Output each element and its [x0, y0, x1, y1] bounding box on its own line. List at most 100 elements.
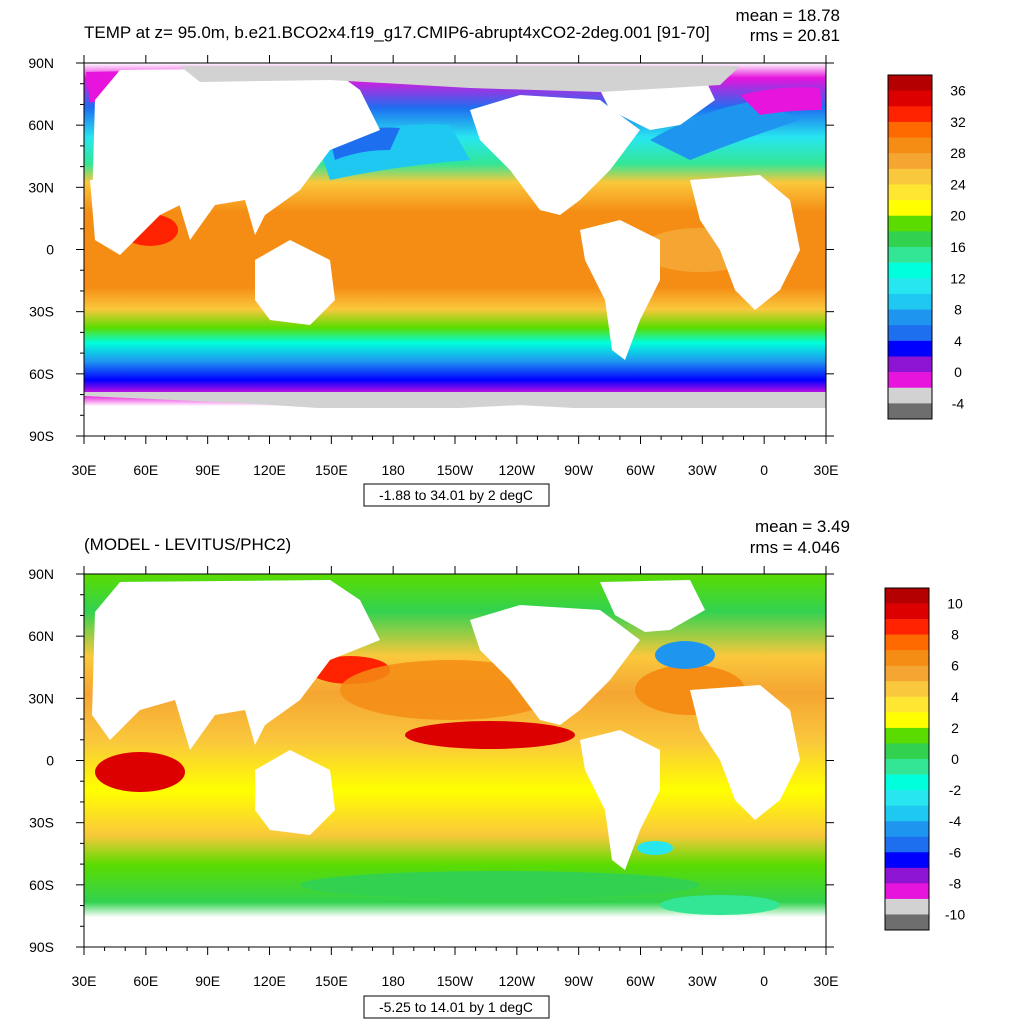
colorbar-swatch	[885, 603, 929, 620]
colorbar-label: -2	[949, 782, 962, 798]
panel-2-map	[83, 573, 827, 948]
colorbar-swatch	[888, 184, 932, 201]
panel-2-indian-ocean-hot	[95, 752, 185, 792]
lon-label: 90E	[195, 462, 220, 478]
lon-label: 30E	[72, 462, 97, 478]
colorbar-swatch	[885, 727, 929, 744]
colorbar-swatch	[888, 293, 932, 310]
panel-2-mean: mean = 3.49	[755, 517, 850, 536]
colorbar-swatch	[888, 340, 932, 357]
panel-1-lon-axis: 30E 60E 90E 120E 150E 180 150W 120W 90W 60W 30W 0 30…	[72, 55, 839, 478]
panel-2-antarctica	[84, 918, 826, 947]
colorbar-swatch	[885, 898, 929, 915]
colorbar-frame	[884, 587, 930, 931]
lon-label: 180	[381, 973, 405, 989]
lon-label: 30E	[72, 973, 97, 989]
colorbar-label: 2	[951, 720, 959, 736]
lon-label: 90E	[195, 973, 220, 989]
panel-2-colorbar: 10 8 6 4 2 0 -2 -4 -6 -8 -10	[884, 587, 965, 931]
colorbar-swatch	[888, 106, 932, 123]
panel-1-title: TEMP at z= 95.0m, b.e21.BCO2x4.f19_g17.C…	[84, 23, 710, 42]
lat-label: 30S	[29, 815, 54, 831]
lat-label: 60N	[28, 628, 54, 644]
colorbar-swatch	[888, 90, 932, 107]
panel-2-land-eurasia	[92, 580, 380, 750]
colorbar-label: 8	[951, 627, 959, 643]
colorbar-label: 0	[951, 751, 959, 767]
colorbar-label: -6	[949, 844, 962, 860]
colorbar-swatch	[885, 634, 929, 651]
colorbar-swatch	[885, 774, 929, 791]
lat-label: 60S	[29, 366, 54, 382]
lon-label: 60E	[133, 462, 158, 478]
colorbar-swatch	[888, 168, 932, 185]
colorbar-label: -4	[952, 395, 965, 411]
lon-label: 30E	[814, 973, 839, 989]
lon-label: 150W	[437, 462, 474, 478]
colorbar-swatch	[885, 681, 929, 698]
panel-1-pacific-warm-pool	[310, 241, 630, 289]
panel-2-land-africa	[690, 685, 800, 820]
lat-label: 90N	[28, 566, 54, 582]
lon-label: 60W	[626, 462, 656, 478]
lon-label: 60E	[133, 973, 158, 989]
panel-1-info-box	[363, 483, 550, 507]
colorbar-label: -8	[949, 875, 962, 891]
lat-label: 0	[46, 242, 54, 258]
colorbar-swatch	[885, 712, 929, 729]
lon-label: 0	[760, 973, 768, 989]
panel-2-title: (MODEL - LEVITUS/PHC2)	[84, 535, 291, 554]
panel-1-mean: mean = 18.78	[736, 6, 840, 25]
panel-1-rms: rms = 20.81	[750, 26, 840, 45]
colorbar-swatch	[888, 278, 932, 295]
panel-2-land-australia	[255, 750, 335, 835]
lon-label: 90W	[564, 462, 594, 478]
colorbar-swatch	[885, 588, 929, 604]
panel-1-arctic-ice	[180, 66, 740, 92]
colorbar-swatch	[888, 247, 932, 263]
lon-label: 30W	[688, 973, 718, 989]
colorbar-swatch	[888, 356, 932, 373]
panel-1-map	[83, 62, 827, 437]
panel-2-southern-ocean-green	[300, 871, 700, 899]
panel-2-south-atlantic-cold	[637, 841, 673, 855]
panel-2-info-box	[363, 995, 550, 1019]
colorbar-label: 8	[954, 302, 962, 318]
colorbar-swatch	[885, 836, 929, 853]
lon-label: 150E	[315, 973, 348, 989]
panel-2-land-greenland	[600, 580, 705, 632]
colorbar-label: 16	[950, 239, 966, 255]
colorbar-swatch	[885, 821, 929, 838]
colorbar-swatch	[888, 262, 932, 279]
lat-label: 90S	[29, 939, 54, 955]
colorbar-label: 36	[950, 83, 966, 99]
colorbar-label: 10	[947, 596, 963, 612]
colorbar-swatch	[888, 372, 932, 389]
panel-2-equatorial-pacific-hot	[405, 721, 575, 749]
colorbar-label: -10	[945, 906, 965, 922]
panel-1-land-eurasia	[92, 68, 380, 240]
colorbar-label: 0	[954, 364, 962, 380]
colorbar-label: 4	[954, 333, 962, 349]
lat-label: 60N	[28, 117, 54, 133]
panel-1-colorbar: 36 32 28 24 20 16 12 8 4 0 -4	[887, 74, 966, 420]
colorbar-swatch	[888, 200, 932, 217]
colorbar-swatch	[888, 231, 932, 248]
colorbar-swatch	[885, 867, 929, 884]
lon-label: 30E	[814, 462, 839, 478]
panel-2-lon-axis: 30E 60E 90E 120E 150E 180 150W 120W 90W 60W 30W 0 30…	[72, 566, 839, 989]
lon-label: 90W	[564, 973, 594, 989]
colorbar-swatch	[888, 121, 932, 138]
colorbar-label: 32	[950, 114, 966, 130]
lat-label: 90N	[28, 55, 54, 71]
panel-2-land-north-america	[470, 605, 640, 725]
colorbar-label: 12	[950, 270, 966, 286]
lat-label: 30N	[28, 690, 54, 706]
lon-label: 60W	[626, 973, 656, 989]
panel-2-land-south-america	[580, 730, 660, 870]
panel-2-weddell-cyan	[660, 895, 780, 915]
panel-2-lat-axis: 90N 60N 30N 0 30S 60S 90S	[28, 566, 834, 955]
panel-1-land-south-america	[580, 220, 660, 360]
colorbar-swatch	[885, 759, 929, 775]
colorbar-swatch	[885, 790, 929, 806]
